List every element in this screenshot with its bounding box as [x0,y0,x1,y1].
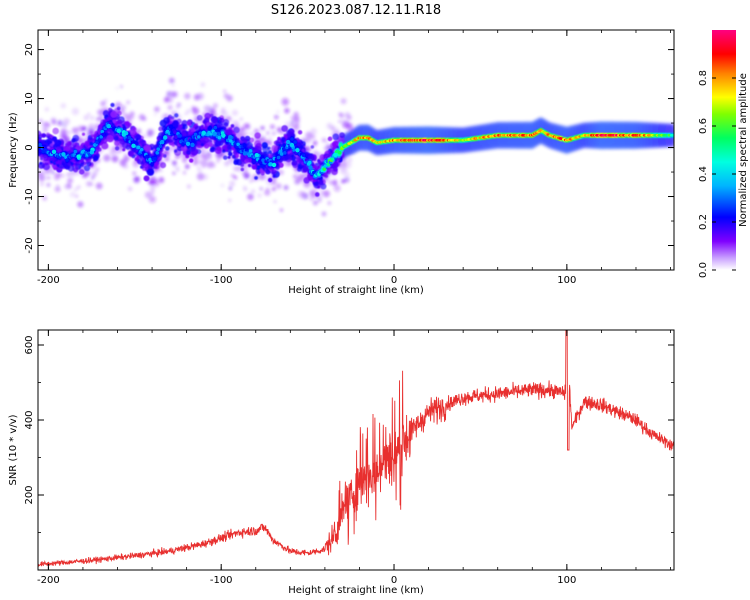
spectrogram-y-axis-label: Frequency (Hz) [8,112,19,188]
snr-y-axis-label: SNR (10 * v/v) [8,414,19,485]
colorbar-tick-label: 0.8 [698,70,709,86]
colorbar-tick-label: 0.4 [698,166,709,182]
snr-panel: -200 -100 0 100 200 400 600 Height of straight… [8,329,675,596]
spectrogram-xtick-label: 0 [391,275,397,286]
colorbar-gradient [712,30,736,270]
spectrogram-ytick-label: 0 [24,144,35,150]
spectrogram-heatmap [38,77,674,217]
colorbar-tick-label: 0.0 [698,262,709,278]
spectrogram-xtick-label: -100 [210,275,233,286]
spectrogram-frame [37,29,675,271]
snr-ytick-label: 200 [24,485,35,504]
spectrogram-ytick-label: -10 [24,188,35,204]
figure-title: S126.2023.087.12.11.R18 [271,3,441,18]
snr-series-line [38,330,674,567]
snr-tick-labels: -200 -100 0 100 200 400 600 [24,335,576,586]
colorbar-tick-label: 0.6 [698,118,709,134]
snr-x-axis-label: Height of straight line (km) [288,585,424,596]
spectrogram-xtick-label: -200 [37,275,60,286]
spectrogram-xtick-label: 100 [557,275,576,286]
spectrogram-x-axis-label: Height of straight line (km) [288,285,424,296]
snr-ytick-label: 400 [24,410,35,429]
colorbar-tick-label: 0.2 [698,214,709,230]
spectrogram-ytick-label: 20 [24,43,35,56]
snr-frame [37,329,675,571]
colorbar: 0.0 0.2 0.4 0.6 0.8 Normalized spectral ampl… [698,30,749,278]
snr-ticks [38,330,674,571]
colorbar-ticks: 0.0 0.2 0.4 0.6 0.8 [698,70,736,278]
snr-xtick-label: -100 [210,575,233,586]
spectrogram-ytick-label: 10 [24,92,35,105]
snr-xtick-label: 0 [391,575,397,586]
spectrogram-ytick-label: -20 [24,237,35,253]
colorbar-label: Normalized spectral amplitude [738,73,749,227]
spectrogram-ticks [38,30,674,271]
snr-ytick-label: 600 [24,335,35,354]
snr-xtick-label: 100 [557,575,576,586]
snr-xtick-label: -200 [37,575,60,586]
